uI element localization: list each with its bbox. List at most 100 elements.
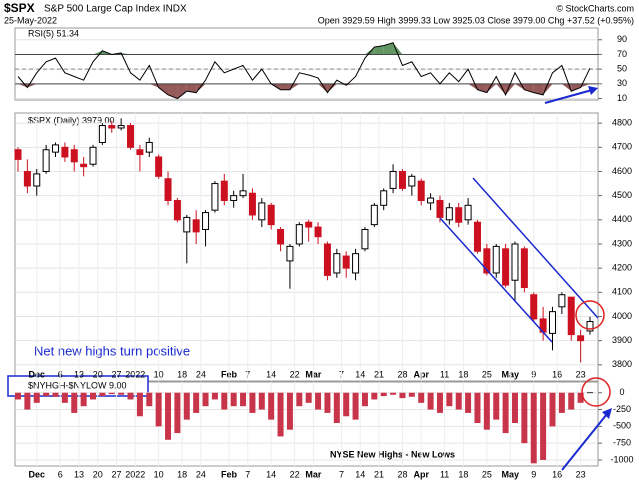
rsi-line — [17, 42, 591, 100]
x-tick-label: 11 — [440, 469, 449, 479]
bar — [136, 392, 143, 417]
bar — [549, 392, 556, 427]
bar — [408, 392, 415, 397]
bar — [352, 392, 359, 420]
bar — [343, 392, 350, 417]
x-tick-label: 16 — [552, 469, 562, 479]
candle-body — [361, 228, 369, 250]
candle-body — [548, 311, 556, 334]
candle-body — [70, 149, 78, 163]
x-tick-label: 9 — [531, 469, 536, 479]
x-tick-label: 23 — [576, 469, 586, 479]
candle-body — [436, 199, 444, 218]
source: © StockCharts.com — [556, 3, 634, 13]
x-tick-label: Apr — [413, 469, 429, 479]
candle-body — [267, 204, 275, 226]
candle-body — [183, 216, 191, 233]
rsi-fill — [280, 83, 290, 90]
candle-body — [248, 192, 256, 216]
candle-body — [502, 248, 510, 286]
rsi-fill — [186, 83, 197, 93]
bar — [455, 392, 462, 410]
y-tick-label: 70 — [617, 49, 627, 59]
candle-body — [258, 202, 266, 221]
bar — [361, 392, 368, 407]
bar — [174, 392, 181, 434]
bar — [99, 392, 106, 397]
x-tick-label: 18 — [458, 469, 468, 479]
rsi-fill — [580, 83, 590, 88]
channel-lower — [439, 217, 553, 343]
marks: 9070503010480047004600450044004300420041… — [14, 34, 634, 479]
rsi-fill — [177, 83, 187, 99]
bar — [380, 392, 387, 397]
price-frame — [14, 112, 599, 382]
candle-body — [380, 190, 388, 206]
annotation: Net new highs turn positive — [34, 343, 190, 358]
candle-body — [277, 228, 285, 245]
x-tick-label: 6 — [58, 469, 63, 479]
bar — [540, 392, 547, 460]
candle-body — [98, 125, 106, 143]
y-tick-label: 4300 — [612, 238, 632, 248]
rsi-fill — [158, 83, 169, 95]
candle-body — [136, 149, 144, 156]
candle-body — [492, 245, 500, 274]
y-tick-label: 10 — [617, 93, 627, 103]
rsi-fill — [383, 42, 394, 55]
bar — [268, 392, 275, 420]
candle-body — [305, 221, 313, 228]
bar — [530, 392, 537, 464]
bar — [33, 392, 40, 403]
candle-body — [89, 146, 97, 165]
x-tick-label: 24 — [196, 469, 206, 479]
rsi-fill — [318, 83, 328, 93]
arrow-breadth — [561, 413, 608, 471]
rsi-fill — [149, 83, 159, 88]
candle-body — [127, 125, 135, 148]
bar — [418, 392, 425, 403]
index-name: S&P 500 Large Cap Index INDX — [44, 4, 187, 15]
bar — [240, 392, 247, 407]
bar — [465, 392, 472, 413]
bar — [577, 392, 584, 403]
bar — [146, 392, 153, 407]
rsi-fill — [496, 83, 506, 95]
candle-body — [61, 146, 69, 158]
bar — [52, 392, 59, 397]
x-tick-label: 20 — [93, 469, 103, 479]
bar — [371, 392, 378, 400]
candle-body — [108, 125, 116, 129]
bar — [90, 392, 97, 400]
candle-body — [42, 149, 50, 172]
rsi-fill — [505, 83, 515, 95]
bar — [296, 392, 303, 407]
rsi-fill — [543, 83, 553, 95]
bar — [324, 392, 331, 413]
arrow-head — [602, 408, 612, 419]
y-tick-label: 4600 — [612, 166, 632, 176]
circle-price — [575, 300, 605, 330]
candle-body — [483, 248, 491, 274]
candle-body — [389, 170, 397, 189]
candle-body — [239, 190, 247, 197]
y-tick-label: 90 — [617, 34, 627, 44]
y-tick-label: 3800 — [612, 359, 632, 369]
bar — [61, 392, 68, 403]
bar — [390, 392, 397, 395]
bar — [24, 392, 31, 410]
y-tick-label: 50 — [617, 64, 627, 74]
candle-body — [23, 170, 31, 187]
bar — [258, 392, 265, 410]
bar — [502, 392, 509, 434]
bar — [558, 392, 565, 413]
y-tick-label: 4000 — [612, 311, 632, 321]
bar — [202, 392, 209, 407]
x-tick-label: 21 — [374, 469, 384, 479]
x-tick-label: Dec — [28, 469, 45, 479]
arrow-rsi — [544, 89, 593, 104]
candle-body — [164, 178, 172, 201]
candle-body — [145, 141, 153, 153]
y-tick-label: 4500 — [612, 190, 632, 200]
y-tick-label: -750 — [613, 438, 631, 448]
